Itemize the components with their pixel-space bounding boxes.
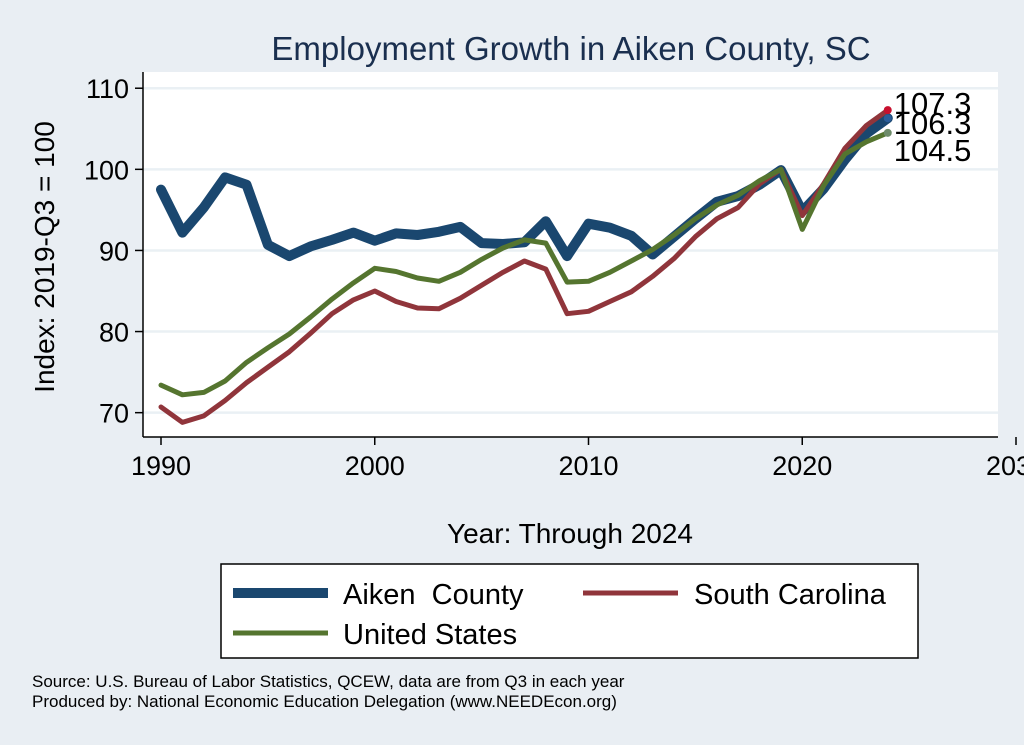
series-line-united-states [158, 130, 891, 398]
end-value-label: 104.5 [894, 133, 972, 168]
x-tick-label: 2030 [986, 451, 1024, 481]
legend-box [220, 563, 919, 659]
y-axis-label: Index: 2019-Q3 = 100 [29, 121, 60, 393]
end-point-marker [883, 128, 892, 137]
legend: Aiken County South Carolina United State… [220, 563, 919, 659]
y-tick-label: 100 [84, 155, 129, 185]
end-value-label: 106.3 [894, 106, 972, 141]
y-tick-label: 110 [86, 74, 129, 104]
axes: 70 80 90 100 110 1990 2000 2010 2020 2030 [84, 72, 1024, 481]
legend-label-aiken: Aiken County [343, 579, 524, 611]
x-tick-label: 1990 [131, 451, 191, 481]
x-tick-label: 2010 [558, 451, 618, 481]
end-point-marker [883, 106, 892, 115]
producer-note: Produced by: National Economic Education… [32, 692, 617, 711]
source-note: Source: U.S. Bureau of Labor Statistics,… [32, 672, 625, 691]
legend-label-south-carolina: South Carolina [694, 579, 887, 611]
y-tick-label: 70 [99, 399, 129, 429]
legend-label-united-states: United States [343, 619, 517, 651]
series-layer [156, 106, 893, 425]
x-tick-label: 2000 [345, 451, 405, 481]
chart-title: Employment Growth in Aiken County, SC [271, 30, 870, 67]
x-axis-label: Year: Through 2024 [447, 518, 693, 549]
end-value-label: 107.3 [894, 86, 972, 121]
y-tick-label: 90 [99, 236, 129, 266]
end-point-marker [883, 114, 892, 123]
y-tick-label: 80 [99, 318, 129, 348]
x-tick-label: 2020 [772, 451, 832, 481]
